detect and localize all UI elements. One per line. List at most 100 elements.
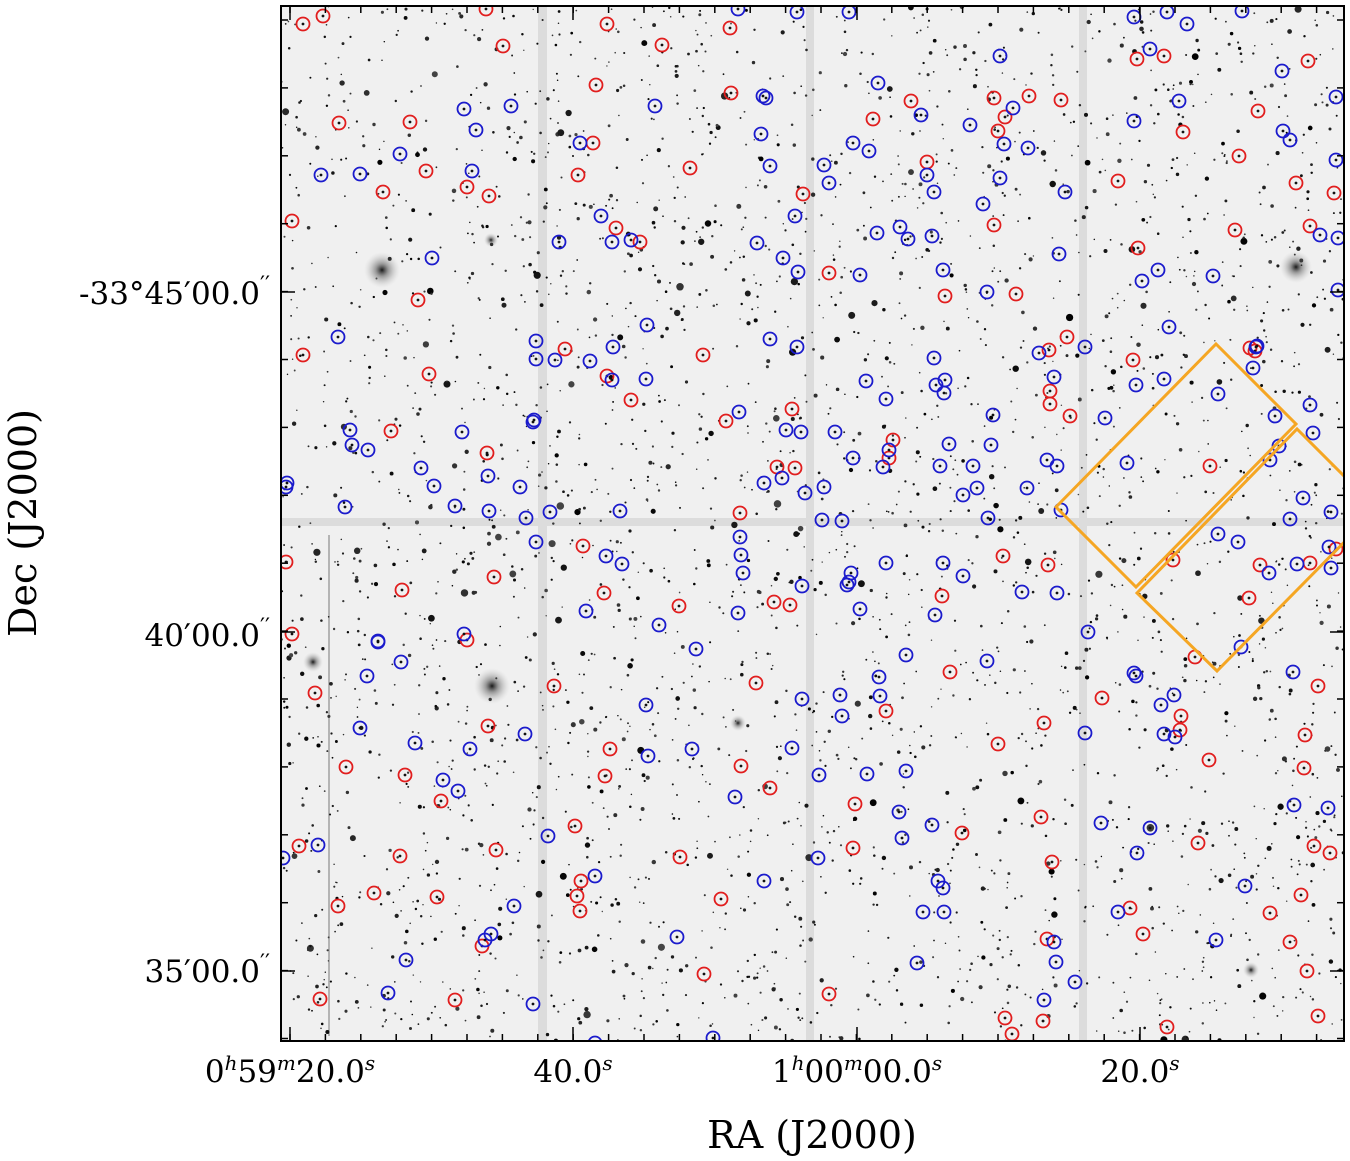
star [1095,1030,1098,1032]
star [478,954,481,956]
star [568,134,572,138]
star [933,939,935,942]
marker-center-dot [795,10,799,14]
star [776,571,780,576]
star [1135,200,1138,203]
star [1278,685,1281,689]
star [904,1021,907,1024]
star [320,1027,322,1030]
marker-center-dot [729,91,733,95]
star [885,596,888,599]
blue-source-marker [1019,480,1035,496]
star [1015,581,1018,584]
star [295,115,298,119]
star [314,446,318,450]
star [633,487,636,489]
star [787,325,789,328]
star [905,554,909,558]
marker-center-dot [489,932,493,936]
star [682,15,685,18]
star [523,49,525,52]
red-source-marker [762,780,778,796]
star [555,72,558,75]
star [909,895,911,897]
star [685,964,689,968]
star [1207,419,1209,422]
star [535,890,543,898]
star [334,225,337,228]
star [320,1022,324,1026]
marker-center-dot [738,511,742,515]
star [1171,617,1175,621]
star [599,789,604,794]
star [959,663,962,666]
star [701,930,703,932]
star [516,449,519,452]
star [797,282,800,286]
blue-source-marker [955,487,971,503]
marker-center-dot [594,83,598,87]
star [993,872,996,875]
red-source-marker [1008,286,1024,302]
star [1183,664,1188,668]
marker-center-dot [424,169,428,173]
star [827,729,831,733]
star [654,274,657,277]
star [950,8,953,11]
star [1135,701,1138,704]
marker-center-dot [1305,969,1309,973]
star [1133,531,1136,534]
star [362,144,366,148]
star [886,86,893,92]
star [724,928,727,931]
red-source-marker [402,114,418,130]
star [540,859,546,865]
star [701,773,704,776]
marker-center-dot [1037,351,1041,355]
star [651,220,656,225]
star [1015,986,1019,989]
blue-source-marker [762,331,778,347]
star [1053,557,1056,560]
star [521,238,525,241]
star [960,996,965,1002]
star [294,651,298,655]
star [1088,627,1091,630]
y-tick-label-40: 40′00.0′′ [144,615,270,654]
red-source-marker [695,347,711,363]
red-source-marker [787,460,803,476]
blue-source-marker [393,654,409,670]
star [527,460,530,463]
star [873,339,876,342]
marker-center-dot [764,96,768,100]
star [694,240,696,243]
star [757,788,761,792]
marker-center-dot [772,600,776,604]
star [916,31,918,34]
star [640,26,642,29]
star [475,665,478,669]
star [1077,666,1082,670]
marker-center-dot [1306,59,1310,63]
star [1032,255,1035,257]
star [1204,490,1208,494]
marker-center-dot [849,571,853,575]
star [357,617,361,621]
star [1318,972,1321,975]
star [1143,616,1145,618]
star [698,800,700,803]
star [505,392,509,396]
star [919,1003,924,1008]
star [666,968,669,971]
blue-source-marker [528,534,544,550]
star [628,768,631,771]
blue-source-marker [370,633,386,649]
red-source-marker [599,368,615,384]
star [700,42,703,46]
star [1086,506,1090,510]
star [476,987,480,992]
star [851,509,855,513]
star [918,182,923,187]
footprint-upper [1053,341,1299,590]
marker-center-dot [796,270,800,274]
